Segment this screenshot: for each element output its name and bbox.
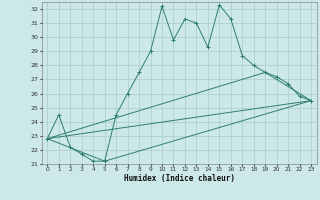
X-axis label: Humidex (Indice chaleur): Humidex (Indice chaleur) — [124, 174, 235, 183]
